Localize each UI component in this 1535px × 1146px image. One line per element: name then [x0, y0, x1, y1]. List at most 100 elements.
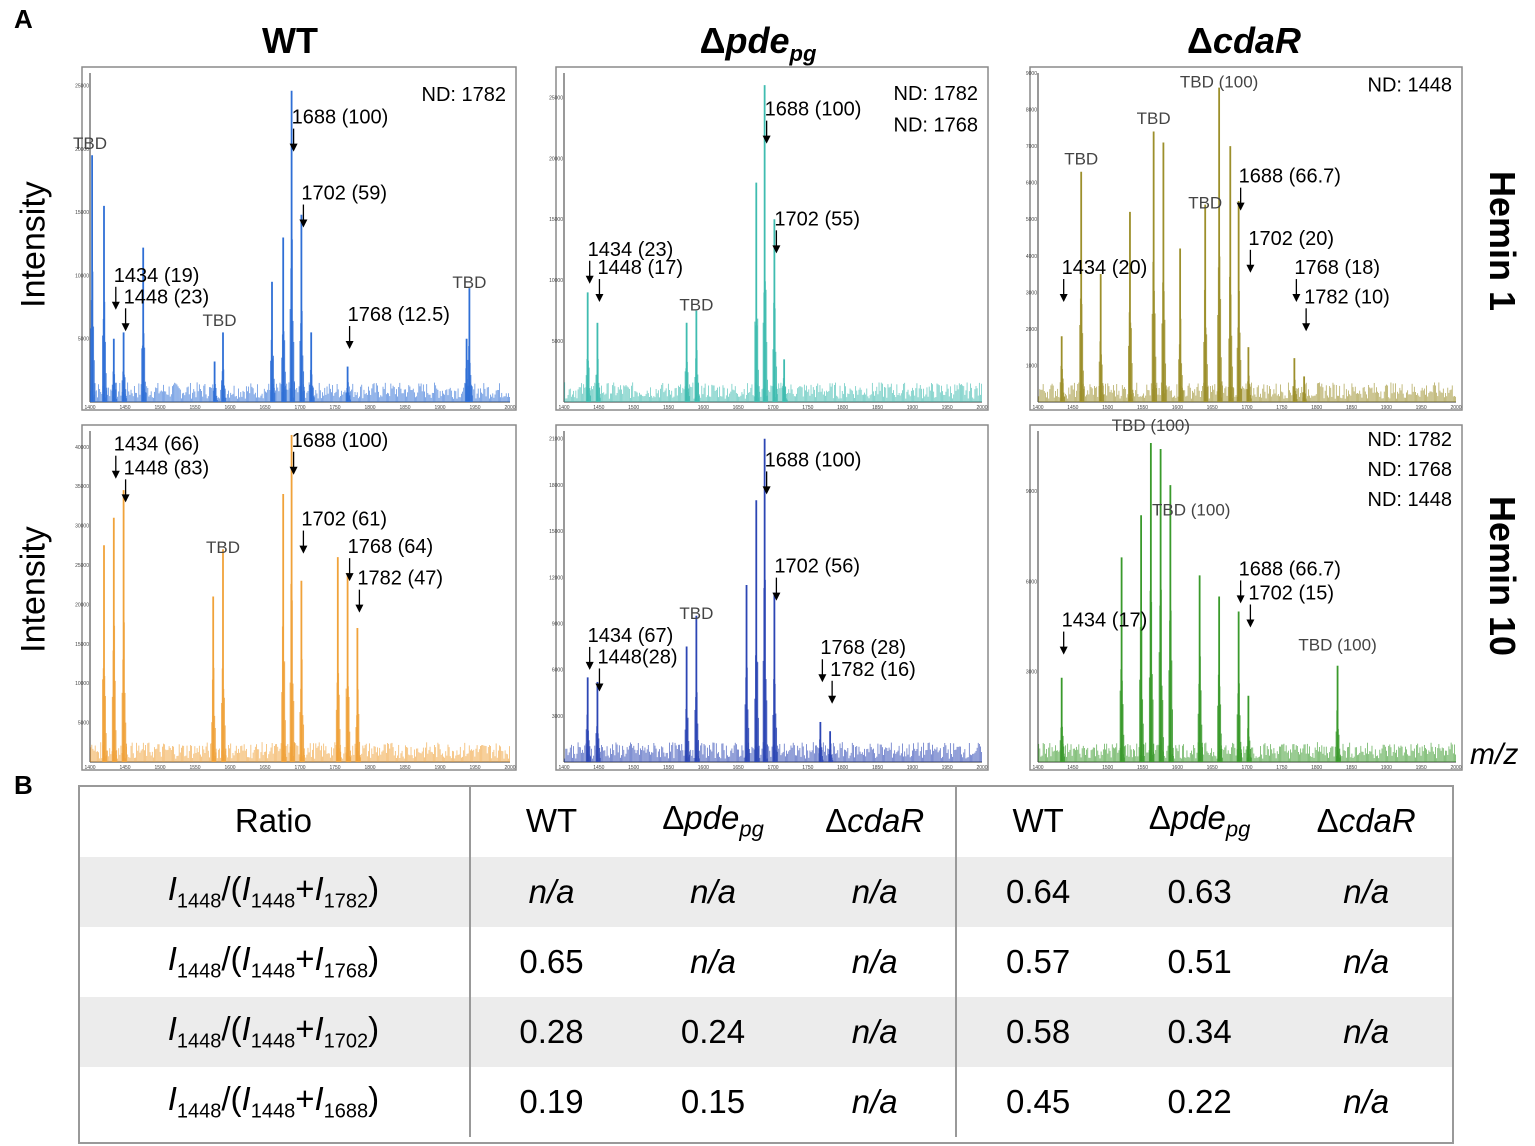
- x-tick-label: 1450: [1067, 405, 1078, 411]
- label-arrowhead: [289, 466, 298, 475]
- peak-label: 1688 (66.7): [1239, 558, 1341, 580]
- peak-label: TBD: [203, 311, 237, 330]
- peak-label: TBD (100): [1180, 73, 1258, 92]
- label-arrowhead: [828, 695, 837, 704]
- y-tick-label: 15000: [549, 217, 563, 223]
- peak-label: 1434 (23): [588, 239, 674, 261]
- peak-label: 1768 (12.5): [348, 304, 450, 326]
- ratio-formula: I1448/(I1448+I1782): [78, 857, 471, 927]
- peak-label: 1434 (66): [114, 434, 200, 456]
- y-tick-label: 25000: [549, 95, 563, 101]
- header-pde-2: Δpdepg: [1148, 799, 1251, 842]
- x-tick-label: 1750: [1276, 765, 1287, 771]
- x-tick-label: 1500: [628, 765, 639, 771]
- y-tick-label: 25000: [75, 563, 89, 569]
- x-tick-label: 1450: [119, 765, 130, 771]
- y-tick-label: 9000: [1026, 489, 1037, 495]
- label-arrowhead: [1246, 619, 1255, 628]
- label-arrowhead: [1059, 646, 1068, 655]
- x-tick-label: 1900: [1381, 405, 1392, 411]
- y-tick-label: 18000: [549, 483, 563, 489]
- peak-label: TBD: [73, 134, 107, 153]
- peak-label: TBD: [452, 273, 486, 292]
- label-arrowhead: [121, 323, 130, 332]
- x-tick-label: 1550: [1137, 405, 1148, 411]
- x-tick-label: 1800: [364, 405, 375, 411]
- x-tick-label: 1500: [628, 405, 639, 411]
- x-tick-label: 1850: [872, 765, 883, 771]
- x-tick-label: 2000: [1450, 405, 1461, 411]
- y-tick-label: 3000: [1026, 670, 1037, 676]
- table-row: I1448/(I1448+I1768) 0.65 n/a n/a 0.57 0.51 n/a: [78, 927, 1452, 997]
- x-tick-label: 1650: [259, 765, 270, 771]
- label-arrowhead: [111, 470, 120, 479]
- plot-frame: [81, 424, 517, 771]
- y-tick-label: 3000: [1026, 290, 1037, 296]
- x-tick-label: 1650: [733, 765, 744, 771]
- peak-label: 1702 (20): [1248, 228, 1334, 250]
- nd-annotation: ND: 1768: [894, 114, 979, 136]
- x-tick-label: 1600: [224, 765, 235, 771]
- ratio-value: n/a: [632, 857, 794, 927]
- peak-label: 1434 (17): [1062, 610, 1148, 632]
- x-tick-label: 1800: [837, 405, 848, 411]
- peak-label: 1782 (10): [1304, 286, 1390, 308]
- table-header-row: Ratio WT Δpdepg ΔcdaR WT Δpdepg ΔcdaR: [78, 785, 1452, 857]
- peak-label: 1782 (16): [830, 659, 916, 681]
- label-arrowhead: [595, 294, 604, 303]
- peak-label: TBD: [679, 604, 713, 623]
- x-tick-label: 1550: [1137, 765, 1148, 771]
- peak-label: 1688 (66.7): [1239, 166, 1341, 188]
- y-tick-label: 5000: [78, 337, 89, 343]
- peak-label: 1448 (17): [597, 257, 683, 279]
- peak-label: 1688 (100): [292, 430, 389, 452]
- panel-label-b: B: [14, 770, 33, 800]
- label-arrowhead: [111, 301, 120, 310]
- panel-label-a: A: [14, 4, 33, 34]
- ratio-formula: I1448/(I1448+I1768): [78, 927, 471, 997]
- x-tick-label: 2000: [504, 765, 515, 771]
- peak-label: 1688 (100): [765, 449, 862, 471]
- x-tick-label: 2000: [976, 405, 987, 411]
- x-tick-label: 1750: [1276, 405, 1287, 411]
- ratio-value: 0.24: [632, 997, 794, 1067]
- ratio-value: 0.15: [680, 1083, 746, 1120]
- x-tick-label: 1400: [84, 405, 95, 411]
- y-tick-label: 25000: [75, 84, 89, 90]
- y-tick-label: 5000: [552, 339, 563, 345]
- label-arrowhead: [1302, 323, 1311, 332]
- peak-label: 1688 (100): [765, 99, 862, 121]
- ratio-value: 0.22: [1167, 1083, 1232, 1120]
- label-arrowhead: [1292, 294, 1301, 303]
- ratio-value: n/a: [1343, 1083, 1390, 1120]
- nd-annotation: ND: 1448: [1368, 489, 1453, 511]
- x-tick-label: 1600: [1172, 405, 1183, 411]
- x-tick-label: 1600: [698, 765, 709, 771]
- label-arrowhead: [1246, 264, 1255, 273]
- label-arrowhead: [345, 341, 354, 350]
- x-tick-label: 1700: [1241, 405, 1252, 411]
- x-tick-label: 1650: [1207, 765, 1218, 771]
- peak-label: TBD (100): [1112, 416, 1190, 435]
- x-tick-label: 1950: [469, 765, 480, 771]
- x-tick-label: 1500: [1102, 765, 1113, 771]
- label-arrowhead: [818, 674, 827, 683]
- x-tick-label: 1800: [1311, 765, 1322, 771]
- label-arrowhead: [772, 592, 781, 601]
- nd-annotation: ND: 1768: [1368, 459, 1453, 481]
- y-tick-label: 10000: [549, 278, 563, 284]
- x-tick-label: 1950: [469, 405, 480, 411]
- y-tick-label: 40000: [75, 445, 89, 451]
- x-tick-label: 1950: [942, 405, 953, 411]
- x-tick-label: 1900: [907, 765, 918, 771]
- ratio-value: n/a: [1280, 997, 1452, 1067]
- ratio-value: 0.65: [519, 943, 584, 980]
- ratio-value: 0.45: [1005, 1083, 1071, 1120]
- x-tick-label: 1400: [558, 405, 569, 411]
- y-tick-label: 12000: [549, 575, 563, 581]
- x-tick-label: 1900: [434, 405, 445, 411]
- x-tick-label: 1400: [1032, 765, 1043, 771]
- x-tick-label: 1950: [1416, 405, 1427, 411]
- table-row: I1448/(I1448+I1688) 0.19 0.15 n/a 0.45 0.22 n/…: [78, 1067, 1452, 1137]
- peak-label: 1434 (19): [114, 265, 200, 287]
